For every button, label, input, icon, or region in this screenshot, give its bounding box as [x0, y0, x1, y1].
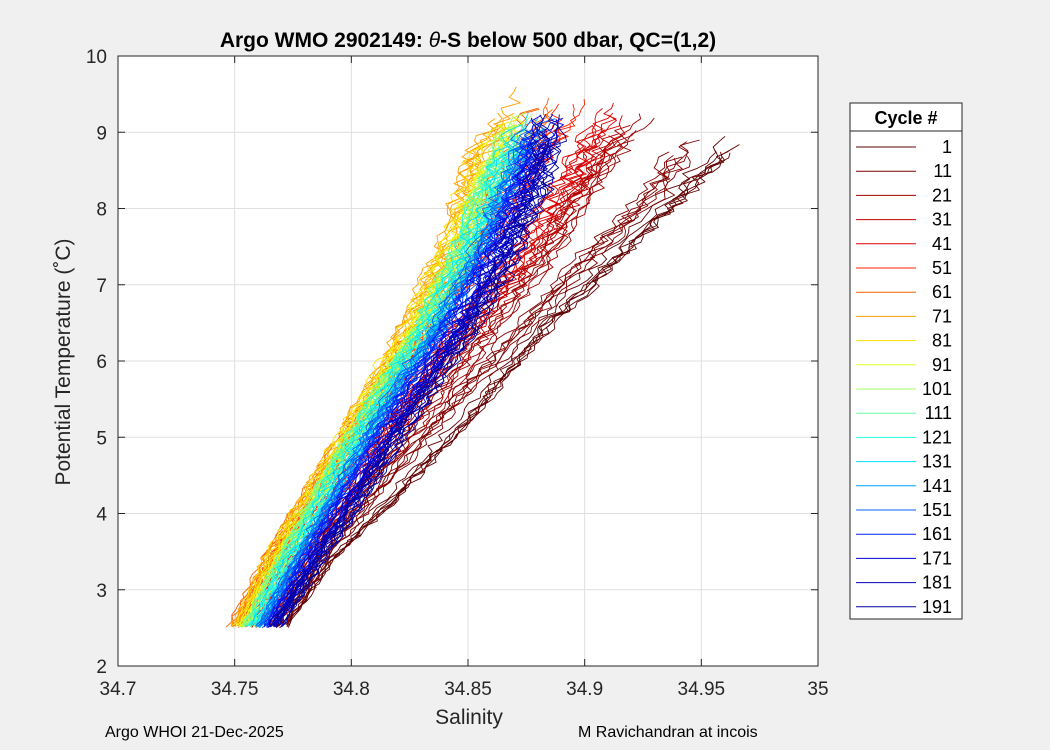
y-tick-label: 7 [96, 276, 107, 297]
legend-label: 161 [922, 524, 952, 544]
legend-entry: 181 [856, 573, 952, 593]
profile-line [268, 130, 637, 627]
x-tick-label: 34.7 [100, 679, 137, 700]
legend-entry: 121 [856, 427, 952, 447]
x-tick-label: 34.95 [678, 679, 726, 700]
profile-line [242, 135, 501, 627]
profile-line [267, 115, 542, 628]
legend-box [849, 102, 963, 620]
legend-entry: 171 [856, 548, 952, 568]
profile-line [281, 139, 700, 626]
profile-line [231, 124, 499, 627]
legend-entry: 91 [856, 355, 952, 375]
legend-entry: 111 [856, 403, 952, 423]
legend-label: 71 [932, 306, 952, 326]
profile-line [250, 124, 523, 627]
x-tick-label: 34.85 [444, 679, 492, 700]
profile-line [288, 155, 722, 627]
legend-entry: 81 [856, 331, 952, 351]
footer-right: M Ravichandran at incois [578, 724, 758, 741]
legend-entries: 1112131415161718191101111121131141151161… [856, 137, 952, 617]
legend-entry: 161 [856, 524, 952, 544]
legend-entry: 21 [856, 185, 952, 205]
series-191 [272, 113, 567, 628]
legend-label: 21 [932, 185, 952, 205]
profile-line [236, 139, 489, 626]
y-tick-label: 8 [96, 200, 107, 221]
chart-title: Argo WMO 2902149: θ-S below 500 dbar, QC… [220, 29, 716, 52]
legend-label: 1 [942, 137, 952, 157]
legend-entry: 11 [856, 161, 952, 181]
y-axis-label: Potential Temperature (˚C) [52, 238, 75, 485]
legend-label: 181 [922, 573, 952, 593]
legend-entry: 71 [856, 306, 952, 326]
profile-line [238, 135, 510, 628]
legend-entry: 41 [856, 234, 952, 254]
legend-entry: 131 [856, 452, 952, 472]
profile-line [273, 128, 550, 626]
profile-line [266, 125, 535, 628]
y-tick-label: 9 [96, 123, 107, 144]
profile-line [255, 118, 533, 626]
y-tick-label: 2 [96, 657, 107, 678]
legend-label: 121 [922, 427, 952, 447]
legend: Cycle # 11121314151617181911011111211311… [849, 102, 963, 620]
profile-line [272, 113, 547, 627]
legend-label: 141 [922, 476, 952, 496]
profile-line [230, 141, 484, 628]
footer-left: Argo WHOI 21-Dec-2025 [105, 724, 284, 741]
profile-line [246, 146, 505, 628]
legend-label: 191 [922, 597, 952, 617]
x-tick-label: 34.75 [211, 679, 259, 700]
y-tick-label: 10 [86, 47, 107, 68]
y-tick-labels: 2 3 4 5 6 7 8 9 10 [86, 47, 108, 678]
legend-entry: 141 [856, 476, 952, 496]
legend-entry: 1 [856, 137, 952, 157]
series-161 [263, 117, 564, 628]
legend-title: Cycle # [874, 108, 937, 128]
y-tick-label: 3 [96, 581, 107, 602]
y-tick-label: 4 [96, 505, 107, 526]
profile-line [276, 141, 689, 628]
profile-line [281, 114, 567, 628]
legend-label: 171 [922, 548, 952, 568]
legend-entry: 151 [856, 500, 952, 520]
x-tick-labels: 34.7 34.75 34.8 34.85 34.9 34.95 35 [100, 679, 829, 700]
profile-line [256, 124, 535, 627]
legend-label: 31 [932, 210, 952, 230]
legend-entry: 31 [856, 210, 952, 230]
ticks [117, 55, 819, 667]
legend-label: 61 [932, 282, 952, 302]
legend-label: 101 [922, 379, 952, 399]
profile-line [274, 135, 559, 628]
legend-label: 131 [922, 452, 952, 472]
legend-entry: 101 [856, 379, 952, 399]
profile-line [230, 107, 539, 626]
x-tick-label: 34.9 [566, 679, 603, 700]
x-tick-label: 35 [807, 679, 828, 700]
profile-line [281, 150, 719, 627]
legend-entry: 61 [856, 282, 952, 302]
legend-entry: 51 [856, 258, 952, 278]
legend-label: 111 [925, 403, 952, 423]
legend-label: 41 [932, 234, 952, 254]
profile-line [270, 151, 670, 628]
legend-label: 91 [932, 355, 952, 375]
profile-curves [225, 86, 740, 629]
y-tick-label: 5 [96, 428, 107, 449]
x-axis-label: Salinity [435, 706, 503, 729]
legend-label: 81 [932, 331, 952, 351]
legend-label: 51 [932, 258, 952, 278]
legend-label: 151 [922, 500, 952, 520]
profile-line [276, 120, 559, 628]
profile-line [269, 140, 539, 628]
y-tick-label: 6 [96, 352, 107, 373]
x-tick-label: 34.8 [333, 679, 370, 700]
legend-entry: 191 [856, 597, 952, 617]
profile-line [250, 138, 514, 626]
legend-label: 11 [933, 161, 952, 181]
